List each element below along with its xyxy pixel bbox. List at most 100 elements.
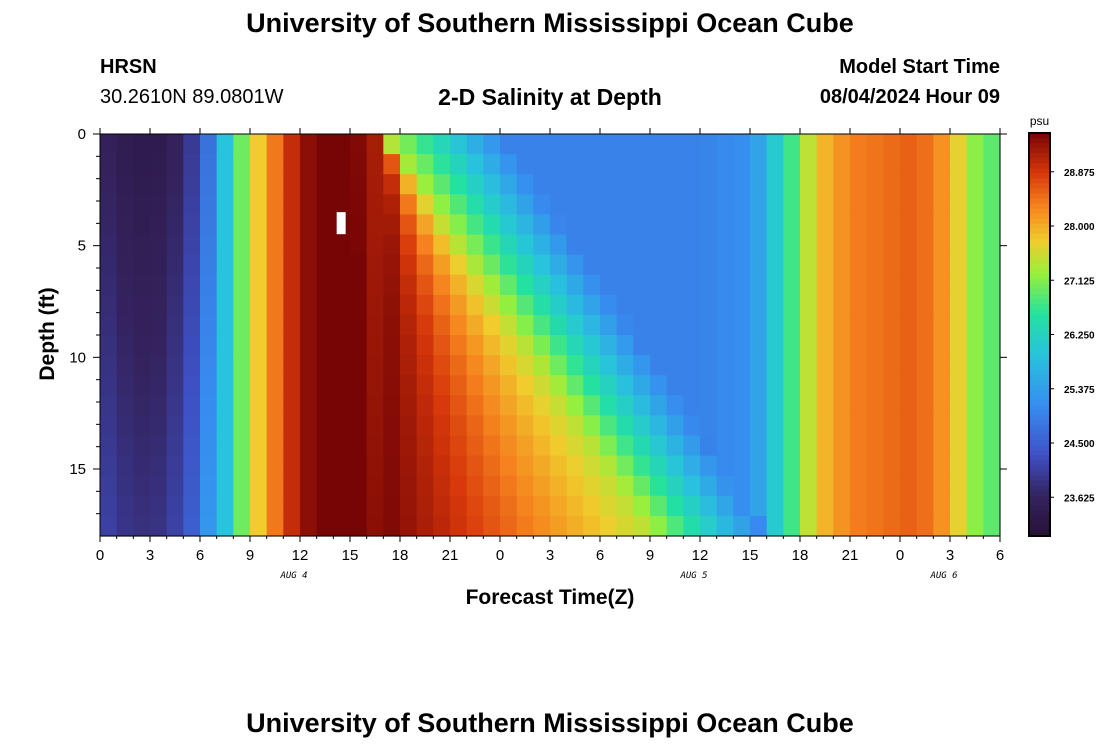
heatmap-cell [700,274,718,296]
y-tick-label: 15 [69,461,86,478]
heatmap-cell [966,495,984,517]
heatmap-cell [483,154,501,175]
heatmap-cell [566,435,584,457]
heatmap-cell [866,314,884,336]
heatmap-cell [183,415,201,437]
heatmap-cell [783,274,801,296]
heatmap-cell [450,455,468,477]
heatmap-cell [616,475,634,497]
date-label: AUG 6 [929,571,957,581]
colorbar-segment [1029,344,1050,351]
heatmap-cell [133,335,151,356]
heatmap-cell [850,194,868,215]
heatmap-cell [533,355,551,376]
heatmap-cell [766,294,784,316]
colorbar-segment [1029,258,1050,265]
colorbar-segment [1029,435,1050,441]
heatmap-cell [700,134,718,155]
heatmap-cell [616,415,634,437]
heatmap-cell [516,314,534,336]
heatmap-cell [566,294,584,316]
heatmap-cell [466,234,484,256]
heatmap-cell [650,154,668,175]
colorbar-segment [1029,384,1050,391]
colorbar-segment [1029,299,1050,305]
heatmap-cell [383,174,401,195]
heatmap-cell [483,254,501,276]
colorbar-segment [1029,279,1050,285]
heatmap-cell [333,455,351,477]
colorbar-label: 28.875 [1064,168,1095,179]
heatmap-cell [566,214,584,236]
heatmap-cell [483,335,501,356]
heatmap-cell [900,274,918,296]
heatmap-cell [533,455,551,477]
heatmap-cell [333,415,351,437]
heatmap-cell [283,134,301,155]
heatmap-cell [300,194,318,215]
heatmap-cell [883,194,901,215]
heatmap-cell [500,134,518,155]
heatmap-cell [883,455,901,477]
heatmap-cell [266,314,284,336]
heatmap-cell [816,435,834,457]
heatmap-cell [166,314,184,336]
heatmap-cell [216,254,234,276]
heatmap-cell [983,435,1001,457]
colorbar-segment [1029,198,1050,205]
heatmap-cell [650,375,668,396]
heatmap-cell [966,415,984,437]
heatmap-cell [266,214,284,236]
colorbar-segment [1029,425,1050,431]
heatmap-cell [716,174,734,195]
heatmap-cell [350,134,368,155]
heatmap-cell [250,435,268,457]
heatmap-cell [600,355,618,376]
heatmap-cell [550,495,568,517]
heatmap-cell [216,234,234,256]
heatmap-cell [933,335,951,356]
heatmap-cell [200,455,218,477]
heatmap-cell [383,194,401,215]
heatmap-cell [650,335,668,356]
heatmap-cell [516,294,534,316]
heatmap-cell [216,214,234,236]
heatmap-cell [383,355,401,376]
heatmap-cell [183,495,201,517]
heatmap-cell [300,274,318,296]
heatmap-cell [450,435,468,457]
heatmap-cell [583,515,601,537]
heatmap-cell [766,134,784,155]
heatmap-cell [783,134,801,155]
heatmap-cell [666,194,684,215]
heatmap-cell [883,495,901,517]
heatmap-cell [816,214,834,236]
heatmap-cell [900,375,918,396]
heatmap-cell [716,274,734,296]
heatmap-cell [333,194,351,215]
heatmap-cell [800,355,818,376]
colorbar-segment [1029,269,1050,275]
heatmap-cell [850,294,868,316]
heatmap-cell [716,515,734,537]
heatmap-cell [566,154,584,175]
heatmap-cell [550,455,568,477]
heatmap-cell [516,194,534,215]
heatmap-cell [150,154,168,175]
heatmap-cell [666,294,684,316]
heatmap-cell [550,515,568,537]
heatmap-cell [766,154,784,175]
heatmap-cell [316,495,334,517]
heatmap-cell [116,395,134,416]
heatmap-cell [133,495,151,517]
heatmap-cell [900,515,918,537]
heatmap-cell [433,174,451,195]
heatmap-cell [666,495,684,517]
heatmap-cell [250,294,268,316]
heatmap-cell [816,355,834,376]
heatmap-cell [166,415,184,437]
heatmap-cell [383,415,401,437]
heatmap-cell [383,455,401,477]
heatmap-cell [883,234,901,256]
heatmap-cell [933,154,951,175]
